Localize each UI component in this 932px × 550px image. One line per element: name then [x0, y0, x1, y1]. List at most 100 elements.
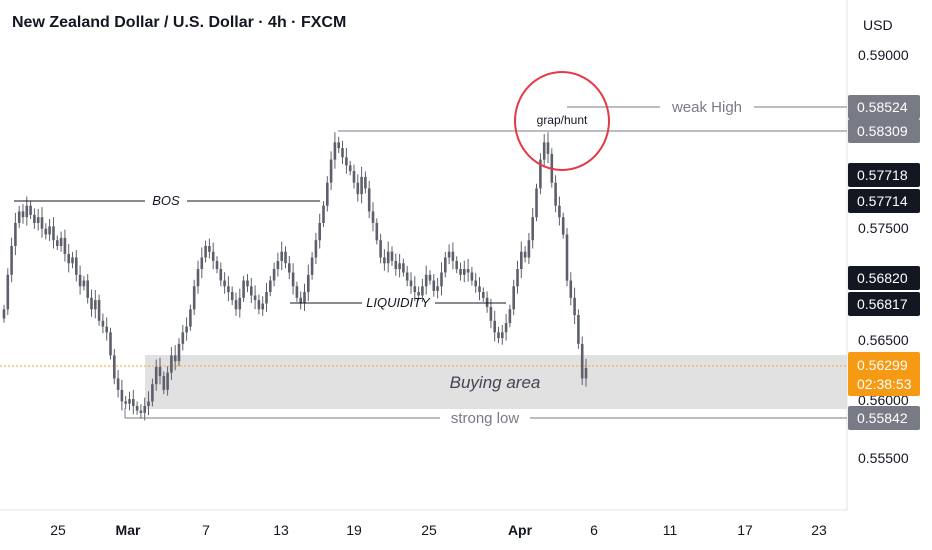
- candle-body: [307, 274, 310, 293]
- candle-body: [398, 263, 401, 270]
- price-label-box: [848, 95, 920, 119]
- current-price-box: [848, 352, 920, 396]
- candle-body: [470, 272, 474, 281]
- candle-body: [409, 280, 413, 287]
- candle-body: [215, 261, 219, 270]
- candle-body: [474, 280, 477, 287]
- candle-body: [166, 372, 169, 390]
- price-label-bos-2: 0.57714: [857, 193, 908, 209]
- candle-body: [558, 205, 561, 218]
- candle-body: [71, 257, 74, 264]
- candle-body: [345, 157, 348, 166]
- candle-body: [154, 366, 158, 385]
- buying-area-zone[interactable]: [145, 355, 847, 409]
- candle-body: [48, 226, 51, 235]
- x-axis-ticks: 25 Mar 7 13 19 25 Apr 6 11 17 23: [50, 522, 827, 538]
- candle-body: [364, 176, 367, 189]
- candle-body: [238, 297, 242, 310]
- candle-body: [447, 251, 451, 258]
- currency-label[interactable]: USD: [863, 17, 893, 33]
- candle-body: [246, 280, 249, 287]
- grap-hunt-circle[interactable]: [514, 71, 610, 171]
- candle-body: [162, 376, 166, 390]
- candle-body: [128, 399, 131, 404]
- candle-body: [234, 300, 238, 310]
- candle-body: [303, 292, 306, 304]
- candle-body: [383, 257, 386, 264]
- candle-body: [466, 269, 470, 273]
- candle-body: [428, 274, 432, 281]
- candle-body: [219, 269, 223, 281]
- candle-body: [101, 320, 105, 327]
- candle-body: [120, 389, 124, 402]
- candle-body: [135, 406, 139, 411]
- candle-body: [295, 286, 299, 298]
- candle-body: [459, 269, 462, 275]
- candle-body: [527, 240, 531, 258]
- candle-body: [200, 257, 204, 269]
- x-tick-label: 23: [811, 522, 827, 538]
- x-tick-label: Apr: [508, 522, 533, 538]
- candle-body: [367, 188, 371, 212]
- candlestick-series: [2, 132, 588, 421]
- candle-body: [497, 332, 500, 339]
- candle-body: [230, 292, 234, 301]
- candle-body: [75, 257, 78, 275]
- candle-body: [10, 246, 13, 275]
- candle-body: [424, 274, 428, 287]
- y-tick-label: 0.59000: [858, 47, 909, 63]
- liquidity-label: LIQUIDITY: [366, 295, 431, 310]
- candle-body: [59, 237, 63, 246]
- candle-body: [40, 217, 44, 229]
- price-label-liquidity-2: 0.56817: [857, 296, 908, 312]
- candle-body: [444, 257, 447, 273]
- grap-hunt-label: grap/hunt: [537, 113, 588, 127]
- candle-body: [501, 332, 504, 339]
- candle-body: [208, 246, 211, 252]
- candle-body: [196, 269, 200, 287]
- candle-body: [78, 274, 82, 287]
- candle-body: [67, 254, 70, 264]
- candle-body: [272, 269, 276, 281]
- candle-body: [33, 214, 36, 223]
- candle-body: [584, 368, 588, 379]
- candle-body: [455, 261, 458, 270]
- candle-body: [151, 384, 154, 402]
- candle-body: [158, 366, 162, 377]
- candle-body: [493, 320, 496, 333]
- candle-body: [546, 142, 550, 154]
- candle-body: [124, 401, 127, 404]
- candle-body: [21, 211, 25, 218]
- candle-body: [569, 280, 573, 298]
- candle-body: [52, 226, 55, 241]
- candle-body: [542, 142, 546, 160]
- candle-body: [253, 295, 257, 301]
- candle-body: [227, 286, 230, 293]
- candle-body: [44, 228, 48, 235]
- candle-body: [280, 251, 283, 261]
- price-label-box: [848, 119, 920, 143]
- candle-body: [299, 297, 302, 304]
- candle-body: [413, 286, 417, 293]
- candle-body: [86, 280, 89, 298]
- x-tick-label: 19: [346, 522, 362, 538]
- candle-body: [143, 406, 146, 413]
- candle-body: [508, 309, 512, 324]
- candle-body: [421, 286, 424, 296]
- candle-body: [97, 300, 101, 321]
- current-price-value: 0.56299: [857, 357, 908, 373]
- candle-body: [116, 378, 120, 390]
- x-tick-label: 6: [590, 522, 598, 538]
- candle-body: [379, 240, 382, 258]
- x-tick-label: 11: [663, 522, 678, 538]
- candle-body: [561, 217, 565, 235]
- candle-body: [516, 269, 519, 287]
- candle-countdown: 02:38:53: [857, 376, 912, 392]
- price-labels: 0.58524 0.58309 0.57718 0.57714 0.56820 …: [848, 95, 920, 430]
- candle-body: [451, 251, 455, 261]
- strong-low-label: strong low: [451, 410, 520, 427]
- price-label-liquidity-1: 0.56820: [857, 270, 908, 286]
- x-tick-label: 17: [737, 522, 753, 538]
